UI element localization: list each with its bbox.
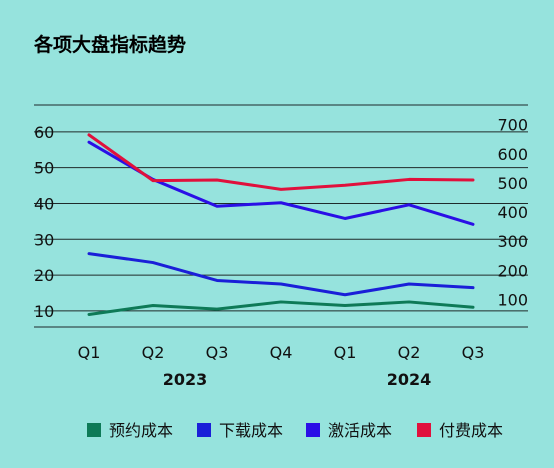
year-label-2023: 2023 (163, 370, 208, 389)
left-tick-30: 30 (34, 230, 54, 249)
series-line-3 (87, 140, 475, 226)
series-line-1 (87, 300, 475, 316)
year-labels: 2023 2024 (163, 370, 432, 389)
right-axis-ticks: 100 200 300 400 500 600 700 (497, 116, 528, 310)
x-label-2: Q2 (142, 343, 165, 362)
left-axis-ticks: 10 20 30 40 50 60 (34, 123, 54, 321)
grid (34, 104, 528, 328)
chart-title: 各项大盘指标趋势 (33, 33, 186, 56)
left-tick-40: 40 (34, 194, 54, 213)
right-tick-300: 300 (497, 232, 528, 251)
series-lines (87, 133, 475, 316)
legend: 预约成本 下载成本 激活成本 付费成本 (87, 421, 503, 440)
legend-swatch-3 (306, 423, 320, 437)
right-tick-200: 200 (497, 261, 528, 280)
series-line-2 (87, 252, 475, 297)
left-tick-10: 10 (34, 302, 54, 321)
x-label-3: Q3 (206, 343, 229, 362)
right-tick-100: 100 (497, 290, 528, 309)
x-label-1: Q1 (78, 343, 101, 362)
legend-label-4: 付费成本 (439, 421, 503, 440)
series-line-4 (87, 133, 475, 191)
legend-swatch-1 (87, 423, 101, 437)
x-label-7: Q3 (462, 343, 485, 362)
legend-label-2: 下载成本 (219, 421, 283, 440)
left-tick-20: 20 (34, 266, 54, 285)
series-3 (87, 140, 475, 226)
legend-swatch-2 (197, 423, 211, 437)
series-4 (87, 133, 475, 191)
left-tick-50: 50 (34, 159, 54, 178)
x-label-5: Q1 (334, 343, 357, 362)
legend-label-1: 预约成本 (109, 421, 173, 440)
right-tick-700: 700 (497, 116, 528, 135)
legend-item-2: 下载成本 (197, 421, 283, 440)
x-label-4: Q4 (270, 343, 293, 362)
legend-item-4: 付费成本 (417, 421, 503, 440)
right-tick-500: 500 (497, 174, 528, 193)
legend-item-3: 激活成本 (306, 421, 392, 440)
right-tick-600: 600 (497, 145, 528, 164)
x-label-6: Q2 (398, 343, 421, 362)
right-tick-400: 400 (497, 203, 528, 222)
series-2 (87, 252, 475, 297)
legend-label-3: 激活成本 (328, 421, 392, 440)
series-1 (87, 300, 475, 316)
legend-swatch-4 (417, 423, 431, 437)
left-tick-60: 60 (34, 123, 54, 142)
year-label-2024: 2024 (387, 370, 432, 389)
legend-item-1: 预约成本 (87, 421, 173, 440)
x-axis-labels: Q1 Q2 Q3 Q4 Q1 Q2 Q3 (78, 343, 485, 362)
